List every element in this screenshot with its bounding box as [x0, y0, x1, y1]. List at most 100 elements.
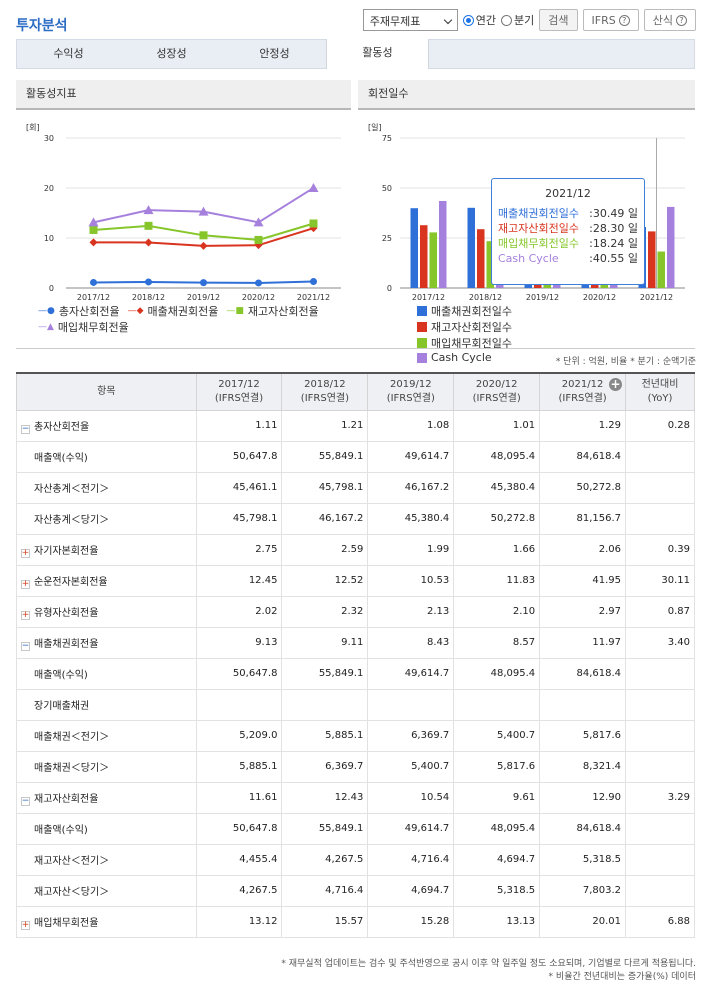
- value-cell: 4,267.5: [281, 843, 369, 876]
- yoy-cell: [625, 502, 695, 535]
- radio-quarter-label: 분기: [514, 14, 535, 27]
- value-cell: 11.61: [195, 781, 283, 814]
- legend-item[interactable]: —● 총자산회전율: [38, 303, 120, 319]
- value-cell: 13.12: [195, 905, 283, 938]
- search-button[interactable]: 검색: [539, 9, 578, 31]
- tooltip-value: :28.30 일: [589, 222, 638, 235]
- legend-swatch-icon: [417, 306, 427, 316]
- legend-marker-icon: —▲: [38, 322, 54, 332]
- yoy-cell: 0.39: [625, 533, 695, 566]
- value-cell: 50,272.8: [453, 502, 541, 535]
- legend-item[interactable]: —▲ 매입채무회전율: [38, 319, 129, 335]
- table-row: 장기매출채권: [16, 688, 695, 721]
- value-cell: 4,267.5: [195, 874, 283, 907]
- value-cell: 55,849.1: [281, 440, 369, 473]
- bar: [429, 232, 437, 288]
- value-cell: 55,849.1: [281, 657, 369, 690]
- value-cell: 5,318.5: [539, 843, 627, 876]
- tab-stability[interactable]: 안정성: [259, 47, 290, 60]
- legend-item[interactable]: —◆ 매출채권회전율: [128, 303, 219, 319]
- radio-annual[interactable]: 연간: [462, 12, 496, 28]
- chart-tooltip: 2021/12 매출채권회전일수:30.49 일 재고자산회전일수:28.30 일…: [491, 178, 645, 285]
- header-item: 항목: [16, 372, 197, 411]
- value-cell: 1.08: [367, 409, 455, 442]
- collapse-icon[interactable]: −: [21, 423, 30, 434]
- y-tick-label: 75: [382, 134, 392, 143]
- value-cell: 46,167.2: [367, 471, 455, 504]
- y-tick-label: 50: [382, 184, 392, 193]
- footnote-yoy: * 비율간 전년대비는 증가율(%) 데이터: [548, 972, 696, 982]
- y-tick-label: 25: [382, 234, 392, 243]
- table-row: 매출채권＜전기＞ 5,209.0 5,885.1 6,369.7 5,400.7 5,81…: [16, 719, 695, 752]
- bar: [477, 229, 485, 288]
- data-point: [253, 217, 264, 227]
- x-tick-label: 2021/12: [297, 293, 330, 300]
- value-cell: 1.29: [539, 409, 627, 442]
- legend-item[interactable]: Cash Cycle: [417, 351, 545, 364]
- row-label-text: 매출액(수익): [34, 825, 88, 836]
- table-row: 매출액(수익) 50,647.8 55,849.1 49,614.7 48,095.4 8…: [16, 657, 695, 690]
- value-cell: 84,618.4: [539, 440, 627, 473]
- x-tick-label: 2019/12: [526, 293, 559, 300]
- statement-select[interactable]: 주재무제표: [362, 9, 458, 31]
- row-label-text: 자산총계＜전기＞: [34, 484, 110, 495]
- legend-item[interactable]: 매출채권회전일수: [417, 303, 545, 319]
- row-label-text: 자산총계＜당기＞: [34, 515, 110, 526]
- x-tick-label: 2018/12: [132, 293, 165, 300]
- tab-profitability[interactable]: 수익성: [53, 47, 84, 60]
- expand-icon[interactable]: +: [21, 609, 30, 620]
- value-cell: 11.97: [539, 626, 627, 659]
- tab-activity[interactable]: 활동성: [326, 39, 429, 69]
- ifrs-help-button[interactable]: IFRS ?: [582, 9, 639, 31]
- value-cell: 7,803.2: [539, 874, 627, 907]
- x-tick-label: 2021/12: [640, 293, 673, 300]
- value-cell: 5,885.1: [281, 719, 369, 752]
- expand-icon[interactable]: +: [21, 547, 30, 558]
- radio-quarter[interactable]: 분기: [501, 12, 534, 28]
- legend-item[interactable]: —■ 재고자산회전율: [226, 303, 318, 319]
- expand-icon[interactable]: +: [21, 578, 30, 589]
- table-header-row: 항목 2017/12 (IFRS연결) 2018/12 (IFRS연결) 2019/…: [16, 372, 695, 411]
- table-row: 재고자산＜전기＞ 4,455.4 4,267.5 4,716.4 4,694.7 5,31…: [16, 843, 695, 876]
- collapse-icon[interactable]: −: [21, 795, 30, 806]
- value-cell: 41.95: [539, 564, 627, 597]
- formula-help-button[interactable]: 산식 ?: [643, 9, 696, 31]
- expand-icon[interactable]: +: [21, 919, 30, 930]
- legend-item[interactable]: 재고자산회전일수: [417, 319, 545, 335]
- value-cell: 50,272.8: [539, 471, 627, 504]
- row-label-text: 장기매출채권: [34, 701, 90, 712]
- value-cell: 15.57: [281, 905, 369, 938]
- value-cell: 12.52: [281, 564, 369, 597]
- tab-growth[interactable]: 성장성: [156, 47, 187, 60]
- collapse-icon[interactable]: −: [21, 640, 30, 651]
- data-point: [199, 231, 208, 240]
- value-cell: [195, 688, 283, 721]
- value-cell: 10.54: [367, 781, 455, 814]
- legend-item[interactable]: 매입채무회전일수: [417, 335, 545, 351]
- yoy-cell: 0.87: [625, 595, 695, 628]
- radio-dot[interactable]: [501, 14, 513, 26]
- table-row: − 매출채권회전율 9.13 9.11 8.43 8.57 11.97 3.40: [16, 626, 695, 659]
- value-cell: 9.61: [453, 781, 541, 814]
- value-cell: 2.10: [453, 595, 541, 628]
- line-chart-svg: [회] 0 10 20 30 2017/12 2018/12 2019/12 2020/12 2…: [26, 123, 341, 302]
- expand-columns-icon[interactable]: +: [609, 377, 623, 391]
- table-row: 자산총계＜당기＞ 45,798.1 46,167.2 45,380.4 50,272.8…: [16, 502, 695, 535]
- header-year: 2021/12 (IFRS연결) +: [539, 372, 627, 411]
- tooltip-label: 재고자산회전일수: [498, 222, 579, 235]
- value-cell: 50,647.8: [195, 812, 283, 845]
- turnover-days-header: 회전일수: [358, 80, 695, 110]
- yoy-cell: [625, 471, 695, 504]
- value-cell: 8.43: [367, 626, 455, 659]
- row-label-text: 매출채권회전율: [34, 638, 99, 650]
- value-cell: 13.13: [453, 905, 541, 938]
- row-label: 매출채권＜당기＞: [16, 750, 197, 783]
- header-year: 2017/12 (IFRS연결): [195, 372, 283, 411]
- radio-dot-checked[interactable]: [462, 14, 474, 26]
- bar: [648, 231, 656, 288]
- bar: [486, 241, 494, 288]
- value-cell: 55,849.1: [281, 812, 369, 845]
- value-cell: 4,455.4: [195, 843, 283, 876]
- legend-label: 매출채권회전일수: [431, 305, 512, 318]
- x-tick-label: 2020/12: [583, 293, 616, 300]
